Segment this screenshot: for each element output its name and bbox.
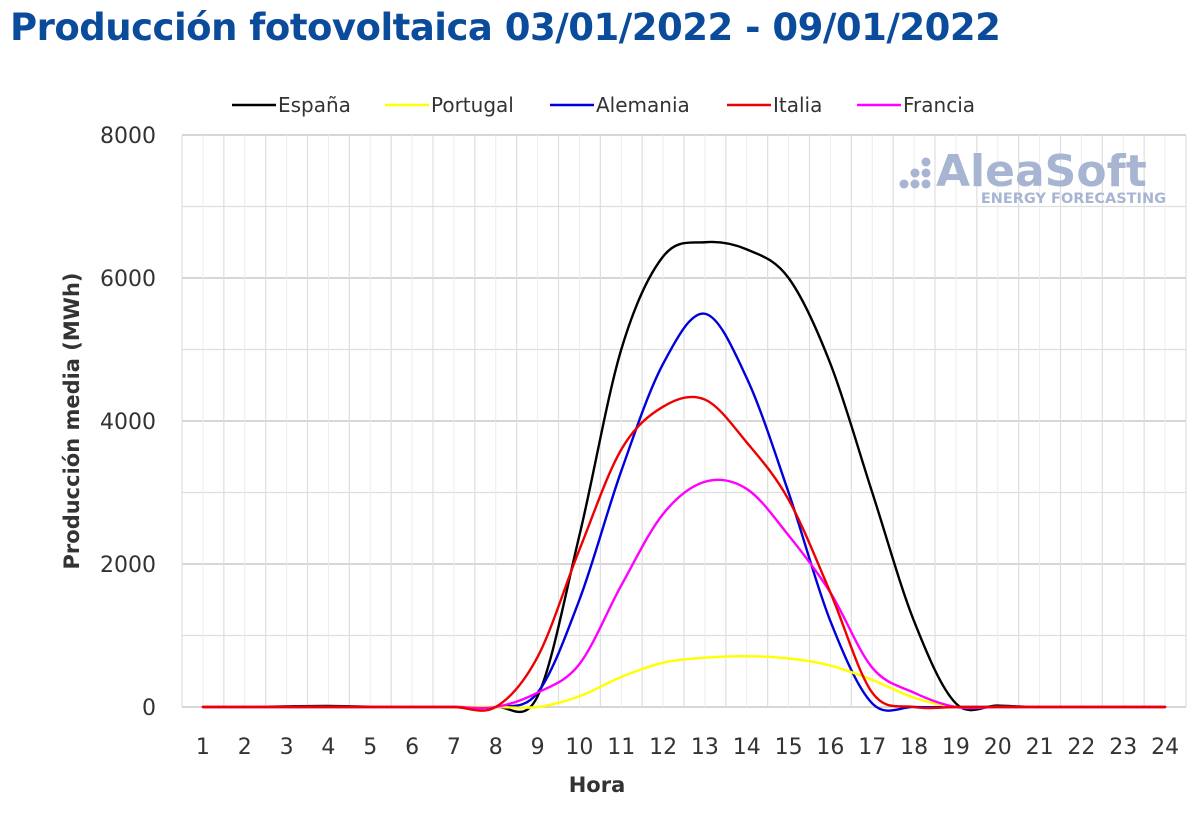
x-tick-label: 18 (900, 735, 928, 760)
watermark-tagline: ENERGY FORECASTING (981, 191, 1166, 207)
aleasoft-dots-icon (899, 157, 931, 189)
x-tick-label: 16 (816, 735, 844, 760)
x-axis-title: Hora (569, 773, 626, 797)
x-tick-label: 9 (531, 735, 545, 760)
logo-dot (910, 179, 920, 189)
x-tick-label: 24 (1151, 735, 1179, 760)
logo-dot (910, 168, 920, 178)
x-tick-label: 23 (1109, 735, 1137, 760)
legend-label-alemania: Alemania (596, 93, 690, 117)
logo-dot (921, 157, 931, 167)
x-tick-label: 3 (280, 735, 294, 760)
grid (181, 134, 1187, 708)
x-tick-label: 10 (565, 735, 593, 760)
legend-label-francia: Francia (903, 93, 975, 117)
legend-label-espana: España (278, 93, 351, 117)
y-tick-label: 4000 (100, 410, 156, 435)
x-tick-label: 8 (489, 735, 503, 760)
x-tick-label: 11 (607, 735, 635, 760)
x-tick-label: 6 (405, 735, 419, 760)
y-tick-label: 6000 (100, 267, 156, 292)
x-tick-label: 13 (691, 735, 719, 760)
y-tick-labels: 0 2000 4000 6000 8000 (100, 124, 156, 721)
x-tick-label: 7 (447, 735, 461, 760)
legend-label-italia: Italia (773, 93, 822, 117)
x-tick-label: 22 (1067, 735, 1095, 760)
x-tick-label: 14 (733, 735, 761, 760)
x-tick-label: 1 (196, 735, 210, 760)
y-tick-label: 0 (142, 696, 156, 721)
x-tick-label: 20 (984, 735, 1012, 760)
x-tick-label: 12 (649, 735, 677, 760)
x-tick-label: 19 (942, 735, 970, 760)
x-tick-label: 4 (321, 735, 335, 760)
legend: España Portugal Alemania Italia Francia (232, 93, 975, 117)
y-axis-title: Producción media (MWh) (60, 273, 84, 570)
y-tick-label: 8000 (100, 124, 156, 149)
logo-dot (921, 179, 931, 189)
x-tick-label: 2 (238, 735, 252, 760)
legend-label-portugal: Portugal (431, 93, 514, 117)
watermark-brand: AleaSoft (936, 146, 1147, 197)
x-tick-labels: 1 2 3 4 5 6 7 8 9 10 11 12 13 14 15 16 17 18 19 20 21 22 23 24 (196, 735, 1179, 760)
chart-title: Producción fotovoltaica 03/01/2022 - 09/… (10, 6, 1001, 49)
y-tick-label: 2000 (100, 553, 156, 578)
x-tick-label: 17 (858, 735, 886, 760)
logo-dot (899, 179, 909, 189)
logo-dot (921, 168, 931, 178)
series-lines (201, 240, 1167, 714)
x-tick-label: 5 (363, 735, 377, 760)
series-line-italia (201, 395, 1167, 712)
x-tick-label: 21 (1026, 735, 1054, 760)
watermark: AleaSoft ENERGY FORECASTING (899, 146, 1166, 207)
x-tick-label: 15 (775, 735, 803, 760)
